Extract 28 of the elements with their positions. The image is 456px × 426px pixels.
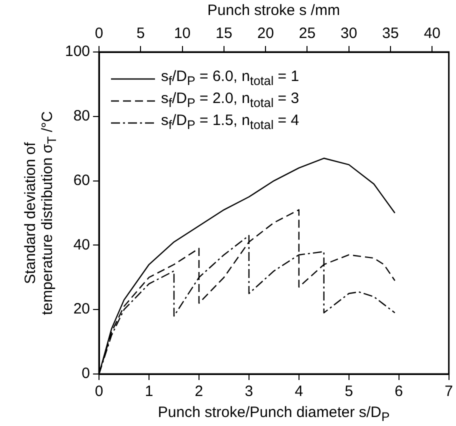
y-tick-label: 60 [73,172,90,189]
x2-tick-label: 20 [257,25,274,42]
x-tick-label: 5 [344,383,354,400]
x2-tick-label: 35 [382,25,399,42]
x2-tick-label: 25 [298,25,316,42]
y-tick-label: 20 [73,300,90,318]
legend-label: s$_{f}$/D$_{P}$ = 6.0, n$_{total}$ = 1 [161,68,300,90]
x-axis-title: Punch stroke/Punch diameter s/D$_{P}$ [158,404,390,424]
x2-axis-title: Punch stroke s /mm [207,2,340,19]
legend-label: s$_{f}$/D$_{P}$ = 2.0, n$_{total}$ = 3 [161,90,300,112]
x2-tick-label: 15 [216,25,232,42]
x-tick-label: 2 [194,383,204,400]
legend-label: s$_{f}$/D$_{P}$ = 1.5, n$_{total}$ = 4 [161,112,300,134]
x-tick-label: 7 [444,383,453,400]
x-tick-label: 4 [294,383,304,400]
x2-tick-label: 30 [340,25,358,42]
y-tick-label: 40 [73,236,90,254]
x-tick-label: 0 [94,383,104,400]
x2-tick-label: 40 [424,25,441,42]
x2-tick-label: 10 [174,25,191,42]
x-tick-label: 6 [394,383,404,400]
y-tick-label: 0 [82,365,90,382]
x2-tick-label: 5 [136,25,145,42]
y-tick-label: 80 [73,108,90,125]
x-tick-label: 1 [144,383,154,400]
y-tick-label: 100 [64,43,90,60]
x2-tick-label: 0 [94,25,104,42]
x-tick-label: 3 [244,383,254,400]
